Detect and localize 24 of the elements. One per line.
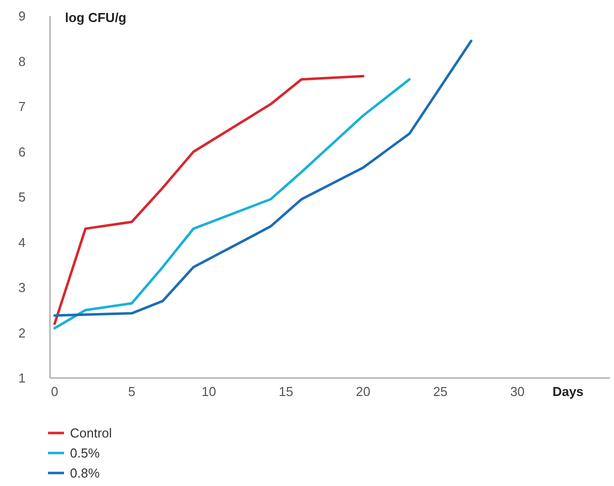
legend-label: 0.8% [70,466,100,481]
x-tick-label: 15 [278,384,294,399]
line-series [53,74,364,325]
line-series [53,78,411,330]
y-tick-label: 7 [18,99,26,114]
y-tick-label: 3 [18,280,26,296]
y-tick-label: 5 [18,190,26,205]
x-tick-label: 5 [128,384,136,399]
x-tick-label: 25 [433,384,448,399]
legend-label: 0.5% [70,446,100,461]
legend-label: Control [70,426,112,441]
x-axis-title: Days [552,384,584,399]
y-tick-label: 1 [18,370,26,386]
line-series [53,40,472,317]
y-tick-label: 2 [18,325,26,340]
y-tick-label: 9 [18,8,26,24]
y-axis-title: log CFU/g [65,10,126,25]
x-tick-label: 10 [202,384,216,399]
x-tick-label: 0 [51,384,58,399]
y-tick-label: 4 [18,234,26,250]
y-tick-label: 6 [18,144,26,160]
x-tick-label: 20 [356,384,370,399]
y-tick-label: 8 [18,54,26,69]
x-tick-label: 30 [510,384,525,399]
